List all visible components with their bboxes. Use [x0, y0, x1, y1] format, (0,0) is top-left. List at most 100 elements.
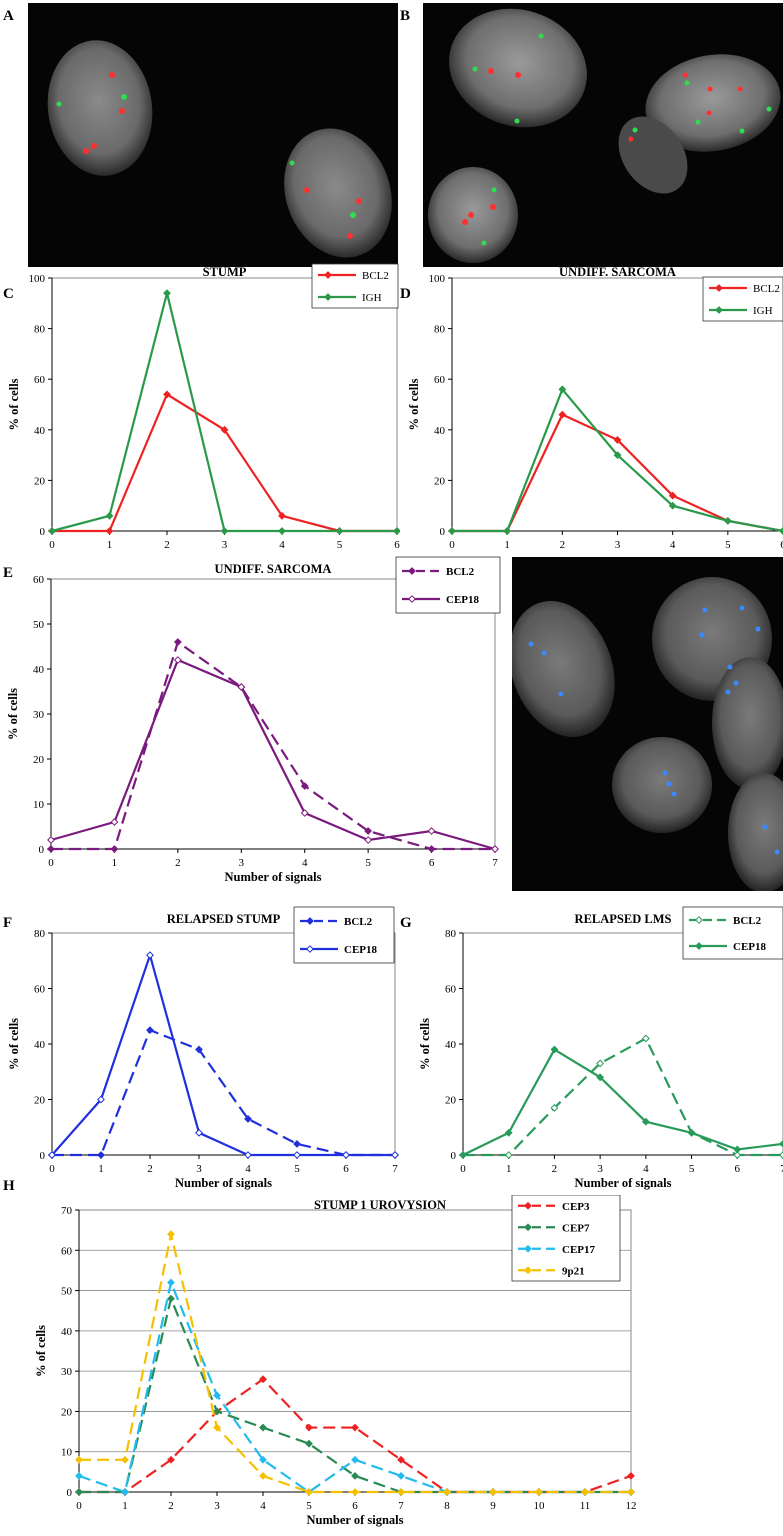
- chart-e-data-point: [237, 683, 246, 691]
- chart-c-legend-marker: [324, 271, 332, 279]
- chart-c-data-point: [393, 527, 400, 535]
- chart-c-data-point: [105, 527, 114, 535]
- chart-h-legend-label: CEP7: [562, 1222, 590, 1234]
- chart-g-data-point: [504, 1128, 513, 1137]
- chart-d-x-tick-label: 6: [780, 539, 783, 551]
- chart-g-x-axis-label: Number of signals: [574, 1176, 671, 1190]
- micrograph-e: [512, 557, 783, 891]
- panel-letter-f: F: [3, 915, 13, 931]
- chart-e-x-axis-label: Number of signals: [224, 870, 321, 884]
- chart-g-data-point: [641, 1117, 650, 1126]
- chart-f-y-tick-label: 80: [34, 928, 46, 940]
- chart-f-data-point: [293, 1151, 301, 1159]
- chart-c-x-axis-label: Number of signals: [176, 552, 273, 554]
- chart-e-data-point: [491, 845, 499, 853]
- chart-f-data-point: [195, 1128, 203, 1137]
- chart-d-data-point: [558, 385, 567, 394]
- chart-c-series-bcl2-line: [52, 392, 397, 533]
- chart-f-legend-marker: [306, 917, 314, 925]
- chart-h-x-tick-label: 7: [398, 1500, 404, 1512]
- chart-g-x-tick-label: 7: [780, 1163, 783, 1175]
- chart-h-x-tick-label: 10: [534, 1500, 546, 1512]
- chart-h-legend-marker: [524, 1223, 532, 1232]
- chart-f-data-point: [293, 1139, 301, 1148]
- chart-c-data-point: [220, 425, 229, 434]
- chart-e-y-tick-label: 50: [33, 619, 45, 631]
- chart-h-data-point: [627, 1488, 635, 1496]
- chart-f: 0 20 40 60 80 0 1 2 3 4 5 6 7 RELAPSED STUMP Number of…: [7, 906, 399, 1190]
- chart-h-y-tick-label: 70: [61, 1205, 73, 1217]
- chart-f-y-tick-label: 20: [34, 1095, 46, 1107]
- chart-h-x-tick-label: 8: [444, 1500, 450, 1512]
- chart-d-data-point: [448, 527, 456, 535]
- chart-g-data-point: [641, 1034, 650, 1043]
- chart-c-data-point: [278, 527, 286, 535]
- chart-h-y-axis-label: % of cells: [34, 1325, 48, 1377]
- chart-h-y-tick-label: 60: [61, 1245, 73, 1257]
- micrograph-b: [423, 3, 783, 267]
- chart-f-data-point: [244, 1151, 252, 1159]
- chart-e-x-tick-label: 0: [48, 857, 54, 869]
- chart-g-series-cep18-line: [462, 1048, 783, 1156]
- chart-d-y-tick-label: 0: [440, 526, 446, 538]
- chart-d-legend-marker: [715, 284, 723, 292]
- chart-e-data-point: [47, 845, 55, 853]
- chart-d-y-tick-label: 100: [429, 273, 446, 285]
- chart-h-x-tick-label: 11: [580, 1500, 591, 1512]
- chart-f-data-point: [48, 1151, 56, 1159]
- chart-h-y-tick-label: 0: [67, 1487, 73, 1499]
- chart-e-series-cep18-line: [50, 658, 496, 851]
- chart-c-series-igh-line: [51, 292, 397, 533]
- chart-e-data-point: [110, 845, 119, 853]
- chart-h-x-tick-label: 5: [306, 1500, 312, 1512]
- chart-e-legend-label: BCL2: [446, 566, 475, 578]
- chart-f-y-tick-label: 0: [40, 1150, 46, 1162]
- chart-d-y-tick-label: 40: [434, 425, 446, 437]
- chart-f-legend-label: BCL2: [344, 916, 373, 928]
- chart-c-x-tick-label: 0: [49, 539, 55, 551]
- chart-c-data-point: [105, 511, 114, 520]
- chart-d-legend-marker: [715, 306, 723, 314]
- chart-c-y-tick-label: 100: [29, 273, 46, 285]
- chart-c-legend-label: BCL2: [362, 270, 389, 282]
- chart-h-legend-label: CEP3: [562, 1201, 590, 1213]
- chart-g-data-point: [550, 1045, 559, 1054]
- chart-g-x-tick-label: 2: [552, 1163, 558, 1175]
- chart-d-series-igh-line: [452, 387, 783, 533]
- chart-d-x-tick-label: 5: [725, 539, 731, 551]
- chart-d: 0 20 40 60 80 100 0 1 2 3 4 5 6 UNDIFF. SARCOMA Number…: [407, 265, 783, 554]
- chart-h-data-point: [121, 1488, 129, 1496]
- chart-c-data-point: [335, 527, 344, 535]
- chart-h-data-point: [443, 1488, 451, 1496]
- chart-e-y-tick-label: 30: [33, 709, 45, 721]
- chart-g-legend: [682, 906, 783, 960]
- chart-d-y-tick-label: 20: [434, 475, 446, 487]
- chart-h-data-point: [167, 1278, 175, 1287]
- chart-e-data-point: [173, 656, 182, 664]
- chart-h-data-point: [305, 1488, 313, 1496]
- chart-f-data-point: [146, 951, 154, 960]
- chart-h-y-tick-label: 40: [61, 1326, 73, 1338]
- chart-e-data-point: [427, 845, 436, 853]
- chart-d-y-axis-label: % of cells: [407, 378, 421, 430]
- chart-d-y-tick-label: 60: [434, 374, 446, 386]
- chart-e-data-point: [173, 638, 182, 646]
- chart-g-x-tick-label: 5: [689, 1163, 695, 1175]
- chart-h-data-point: [75, 1455, 83, 1464]
- chart-h-y-tick-label: 30: [61, 1366, 73, 1378]
- chart-f-data-point: [244, 1115, 252, 1123]
- chart-f-data-point: [97, 1095, 105, 1104]
- chart-g-x-tick-label: 0: [460, 1163, 466, 1175]
- chart-f-plot-area: [51, 932, 396, 1156]
- chart-f-x-tick-label: 1: [98, 1163, 104, 1175]
- chart-h-data-point: [259, 1375, 267, 1384]
- chart-g-y-tick-label: 20: [445, 1095, 457, 1107]
- chart-h-data-point: [213, 1423, 221, 1432]
- chart-h-x-tick-label: 9: [490, 1500, 496, 1512]
- chart-e-data-point: [364, 827, 373, 835]
- chart-h-data-point: [351, 1455, 359, 1464]
- chart-f-x-axis-label: Number of signals: [175, 1176, 272, 1190]
- chart-h-data-point: [351, 1488, 359, 1496]
- chart-h-data-point: [167, 1294, 175, 1303]
